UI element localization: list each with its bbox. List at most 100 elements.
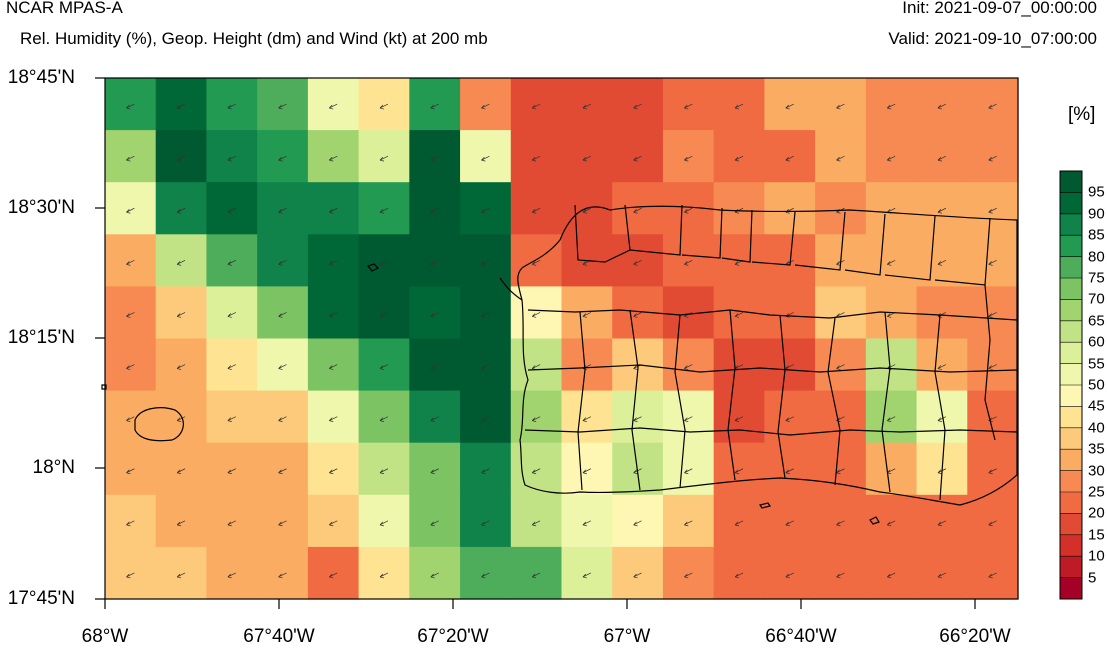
humidity-cell <box>967 390 1019 444</box>
wind-arrow <box>531 155 541 162</box>
humidity-cell <box>460 442 512 496</box>
wind-arrow <box>633 416 642 422</box>
wind-arrow <box>379 312 389 318</box>
colorbar-segment <box>1060 385 1082 407</box>
colorbar-label: 20 <box>1088 504 1105 522</box>
x-tick-label: 66°20'W <box>939 626 1011 647</box>
municipality-boundary <box>527 309 1018 321</box>
wind-arrow <box>379 416 389 422</box>
wind-arrow <box>227 207 236 214</box>
wind-arrow <box>278 520 287 527</box>
wind-arrow <box>126 103 135 110</box>
humidity-cell <box>713 78 765 131</box>
wind-arrow <box>937 207 947 214</box>
wind-arrow <box>582 155 592 162</box>
wind-arrow <box>379 260 389 266</box>
wind-arrow <box>481 520 490 527</box>
wind-arrow <box>582 520 592 527</box>
humidity-cell <box>865 442 918 496</box>
humidity-cell <box>409 546 461 600</box>
humidity-cell <box>764 494 816 548</box>
wind-arrow <box>227 260 236 266</box>
wind-arrow <box>278 103 287 110</box>
humidity-cell <box>460 286 512 340</box>
wind-arrow <box>176 103 186 110</box>
municipality-boundary <box>881 311 891 493</box>
wind-arrow <box>329 260 338 266</box>
humidity-cell <box>612 234 664 287</box>
wind-arrow <box>988 520 997 527</box>
colorbar-label: 45 <box>1088 397 1105 415</box>
humidity-cell <box>865 78 918 131</box>
wind-arrow <box>430 155 439 162</box>
humidity-cell <box>307 234 360 287</box>
humidity-cell <box>713 390 765 444</box>
humidity-cell <box>916 182 968 235</box>
humidity-cell <box>409 234 461 287</box>
humidity-cell <box>967 234 1019 287</box>
colorbar-label: 5 <box>1088 569 1097 587</box>
humidity-cell <box>865 338 918 392</box>
humidity-cell <box>358 78 410 131</box>
humidity-cell <box>206 442 258 496</box>
wind-arrow <box>886 155 896 162</box>
colorbar-segment <box>1060 278 1082 300</box>
wind-arrow <box>126 416 135 422</box>
wind-arrow <box>481 572 490 579</box>
humidity-cell <box>510 182 563 235</box>
humidity-cell <box>612 390 664 444</box>
municipality-boundary <box>527 364 1018 373</box>
x-tick-label: 67°20'W <box>417 626 489 647</box>
humidity-cell <box>460 130 512 183</box>
wind-arrow <box>379 468 389 475</box>
colorbar-segment <box>1060 470 1082 493</box>
humidity-cell <box>662 130 715 183</box>
humidity-cell <box>105 442 157 496</box>
wind-arrow <box>379 103 389 110</box>
humidity-cell <box>815 494 867 548</box>
humidity-cell <box>257 234 309 287</box>
humidity-cell <box>155 130 208 183</box>
wind-arrow <box>633 260 642 266</box>
wind-arrow <box>937 572 947 579</box>
wind-arrow <box>379 155 389 162</box>
humidity-cell <box>358 442 410 496</box>
init-time: Init: 2021-09-07_00:00:00 <box>902 0 1097 17</box>
wind-arrow <box>430 312 439 318</box>
wind-arrow <box>582 103 592 110</box>
municipality-boundary <box>629 204 683 256</box>
humidity-cell <box>307 546 360 600</box>
humidity-cell <box>105 130 157 183</box>
wind-arrow <box>531 520 541 527</box>
humidity-cell <box>713 494 765 548</box>
humidity-cell <box>358 494 410 548</box>
wind-arrow <box>329 520 338 527</box>
humidity-cell <box>307 130 360 183</box>
wind-arrow <box>430 468 439 475</box>
wind-arrow <box>684 155 693 162</box>
humidity-cell <box>105 546 157 600</box>
humidity-grid <box>105 78 1019 600</box>
humidity-cell <box>865 182 918 235</box>
wind-arrow <box>430 207 439 214</box>
colorbar-label: 50 <box>1088 376 1105 394</box>
humidity-cell <box>561 130 613 183</box>
wind-arrow <box>785 520 794 527</box>
humidity-cell <box>155 286 208 340</box>
wind-arrow <box>582 312 592 318</box>
wind-arrow <box>734 155 744 162</box>
colorbar-label: 85 <box>1088 226 1105 244</box>
colorbar-segment <box>1060 556 1082 579</box>
axis-ticks <box>95 77 976 609</box>
wind-arrow <box>379 364 389 370</box>
y-tick-label: 18°30'N <box>7 197 75 218</box>
wind-arrow <box>937 364 947 370</box>
municipality-boundary <box>794 211 846 271</box>
humidity-cell <box>257 442 309 496</box>
municipality-boundary <box>674 314 686 489</box>
humidity-cell <box>105 338 157 392</box>
valid-time: Valid: 2021-09-10_07:00:00 <box>888 29 1097 48</box>
humidity-cell <box>713 546 765 600</box>
municipality-boundary <box>777 314 786 479</box>
wind-arrow <box>227 520 236 527</box>
